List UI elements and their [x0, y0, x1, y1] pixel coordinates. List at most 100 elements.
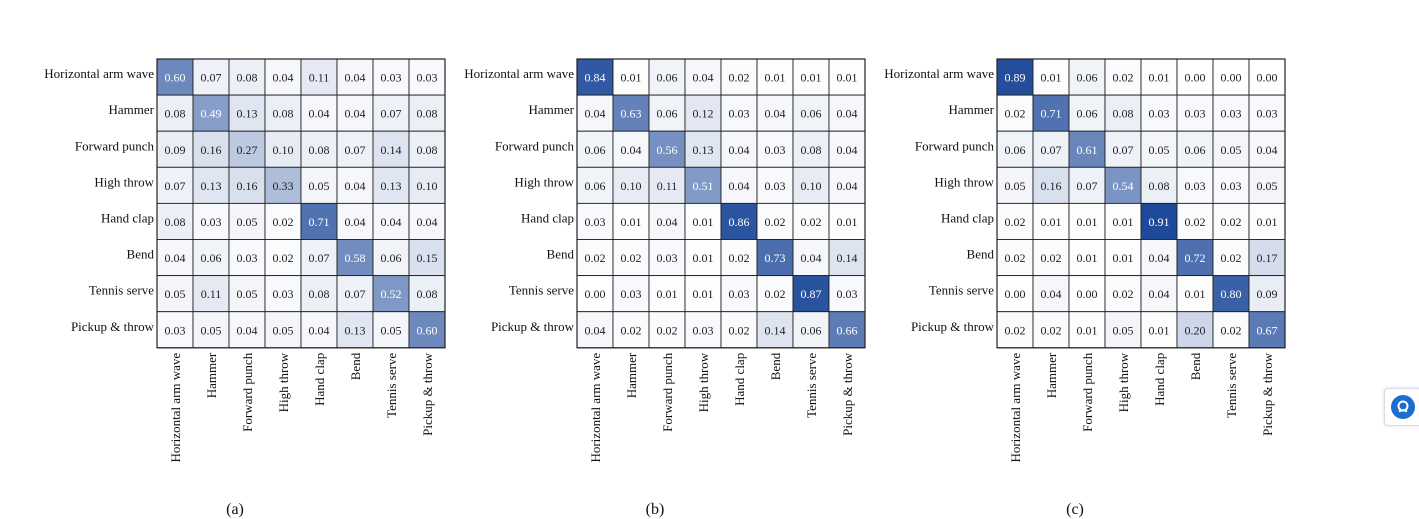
cell-value-label: 0.71 [309, 215, 330, 229]
column-tick-label: Tennis serve [1224, 353, 1239, 418]
cell-value-label: 0.02 [729, 251, 750, 265]
row-tick-label: Hand clap [941, 210, 994, 225]
heatmap-cell [648, 311, 686, 349]
heatmap-cell [576, 94, 614, 132]
cell-value-label: 0.03 [765, 143, 786, 157]
heatmap-cell [300, 275, 338, 313]
chat-support-button[interactable] [1384, 388, 1419, 426]
row-tick-label: Forward punch [915, 138, 995, 153]
column-tick-label: Horizontal arm wave [168, 353, 183, 463]
cell-value-label: 0.51 [693, 179, 714, 193]
cell-value-label: 0.01 [1077, 251, 1098, 265]
heatmap-panel-3: 0.89 0.01 0.06 0.02 0.01 0.00 0.00 0.00 0.02 0.71… [884, 58, 1286, 518]
heatmap-cell [1176, 166, 1214, 204]
cell-value-label: 0.04 [621, 143, 642, 157]
heatmap-cell [684, 275, 722, 313]
cell-value-label: 0.08 [273, 107, 294, 121]
cell-value-label: 0.02 [1005, 107, 1026, 121]
heatmap-cell [336, 94, 374, 132]
column-tick-label: Hand clap [1152, 353, 1167, 406]
row-tick-label: Bend [127, 247, 155, 262]
heatmap-cell [1176, 58, 1214, 96]
heatmap-cell [1140, 239, 1178, 277]
cell-value-label: 0.03 [765, 179, 786, 193]
cell-value-label: 0.01 [657, 287, 678, 301]
heatmap-cell [1248, 58, 1286, 96]
cell-value-label: 0.67 [1257, 323, 1278, 337]
column-tick-label: Bend [768, 352, 783, 380]
cell-value-label: 0.16 [201, 143, 222, 157]
cell-value-label: 0.02 [1113, 287, 1134, 301]
heatmap-cell [1176, 275, 1214, 313]
cell-value-label: 0.01 [837, 215, 858, 229]
cell-value-label: 0.02 [273, 251, 294, 265]
cell-value-label: 0.03 [1221, 179, 1242, 193]
heatmap-cell [1212, 94, 1250, 132]
heatmap-cell [1068, 202, 1106, 240]
heatmap-cell [648, 275, 686, 313]
heatmap-cell [828, 166, 866, 204]
cell-value-label: 0.60 [165, 71, 186, 85]
heatmap-cell [228, 166, 266, 204]
cell-value-label: 0.10 [801, 179, 822, 193]
cell-value-label: 0.06 [801, 323, 822, 337]
cell-value-label: 0.13 [201, 179, 222, 193]
cell-value-label: 0.05 [1113, 323, 1134, 337]
cell-value-label: 0.02 [1221, 323, 1242, 337]
column-tick-label: Hand clap [312, 353, 327, 406]
cell-value-label: 0.01 [1077, 323, 1098, 337]
cell-value-label: 0.01 [1077, 215, 1098, 229]
heatmap-cell [756, 239, 794, 277]
cell-value-label: 0.03 [381, 71, 402, 85]
cell-value-label: 0.07 [345, 143, 366, 157]
cell-value-label: 0.01 [621, 71, 642, 85]
cell-value-label: 0.04 [1149, 251, 1170, 265]
cell-value-label: 0.02 [1185, 215, 1206, 229]
cell-value-label: 0.91 [1149, 215, 1170, 229]
cell-value-label: 0.02 [1221, 251, 1242, 265]
column-tick-label: Forward punch [660, 352, 675, 432]
heatmap-cell [828, 94, 866, 132]
heatmap-cell [828, 275, 866, 313]
cell-value-label: 0.11 [657, 179, 678, 193]
panel-caption: (b) [646, 501, 665, 518]
heatmap-border [576, 58, 866, 349]
cell-value-label: 0.00 [1077, 287, 1098, 301]
heatmap-cell [1104, 275, 1142, 313]
cell-value-label: 0.06 [801, 107, 822, 121]
cell-value-label: 0.04 [381, 215, 402, 229]
cell-value-label: 0.02 [1005, 215, 1026, 229]
heatmap-cell [1176, 311, 1214, 349]
cell-value-label: 0.03 [621, 287, 642, 301]
heatmap-cell [1104, 202, 1142, 240]
cell-value-label: 0.08 [309, 287, 330, 301]
cell-value-label: 0.04 [837, 143, 858, 157]
heatmap-cell [1068, 311, 1106, 349]
heatmap-cell [192, 239, 230, 277]
cell-value-label: 0.73 [765, 251, 786, 265]
cell-value-label: 0.03 [1221, 107, 1242, 121]
cell-value-label: 0.04 [345, 107, 366, 121]
heatmap-panel-1: 0.60 0.07 0.08 0.04 0.11 0.04 0.03 0.03 0.08 0.49… [44, 58, 446, 518]
row-tick-label: Tennis serve [89, 283, 154, 298]
cell-value-label: 0.08 [1113, 107, 1134, 121]
heatmap-cell [300, 166, 338, 204]
heatmap-cell [612, 166, 650, 204]
cell-value-label: 0.66 [837, 323, 858, 337]
cell-value-label: 0.08 [165, 107, 186, 121]
row-tick-label: Pickup & throw [911, 319, 995, 334]
cell-value-label: 0.06 [1077, 71, 1098, 85]
column-tick-label: Tennis serve [804, 353, 819, 418]
cell-value-label: 0.02 [729, 71, 750, 85]
cell-value-label: 0.04 [345, 215, 366, 229]
cell-value-label: 0.04 [309, 323, 330, 337]
cell-value-label: 0.06 [381, 251, 402, 265]
heatmap-cell [648, 166, 686, 204]
cell-value-label: 0.06 [1077, 107, 1098, 121]
cell-value-label: 0.06 [585, 143, 606, 157]
cell-value-label: 0.04 [273, 71, 294, 85]
cell-value-label: 0.14 [837, 251, 858, 265]
row-tick-label: Tennis serve [929, 283, 994, 298]
cell-value-label: 0.01 [693, 215, 714, 229]
cell-value-label: 0.02 [273, 215, 294, 229]
